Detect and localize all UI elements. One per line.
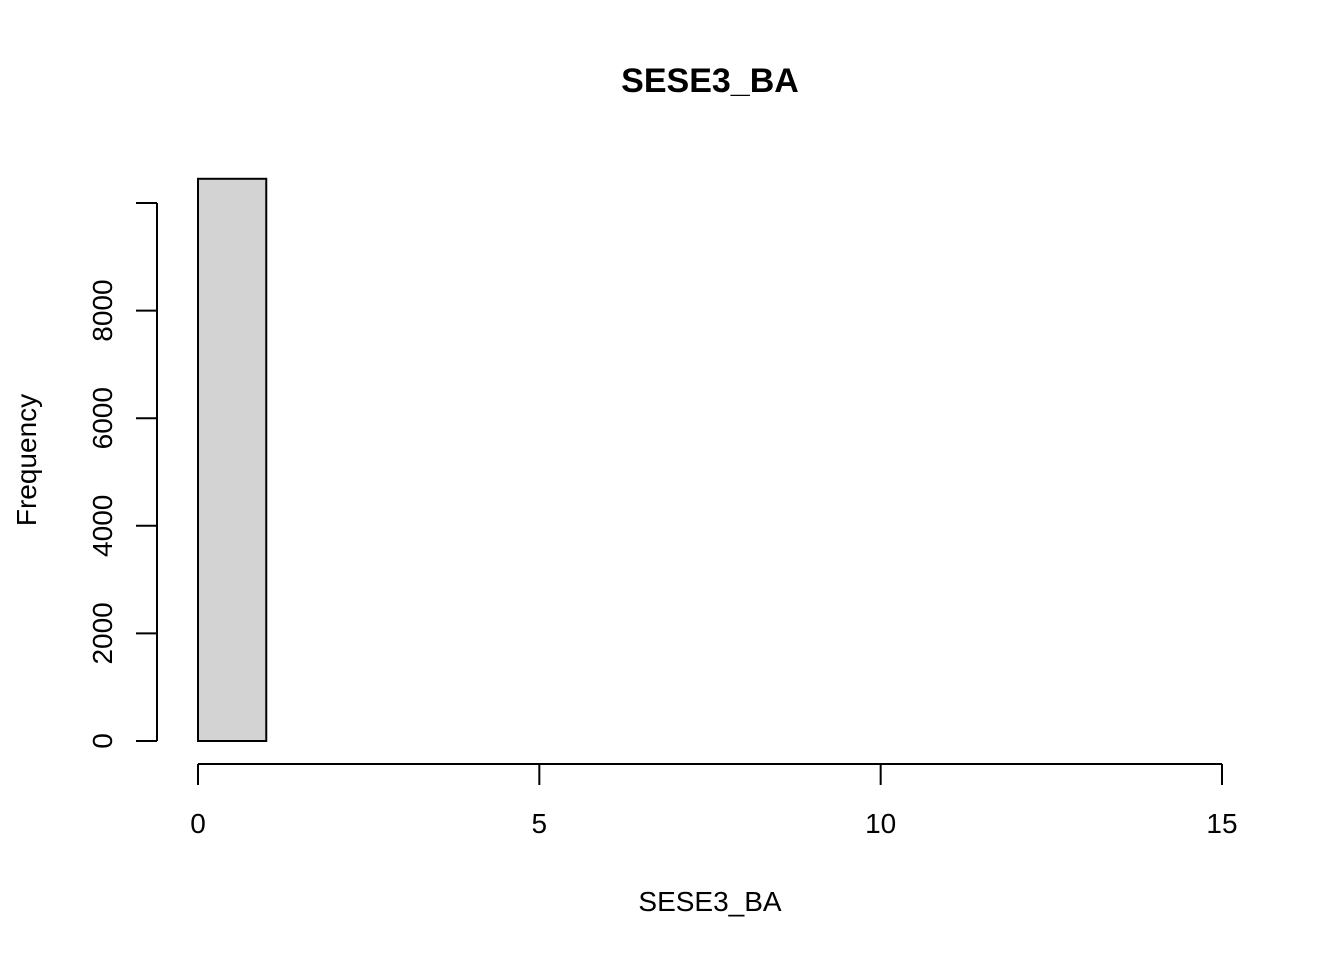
y-axis-label: Frequency <box>11 394 42 526</box>
histogram-bars <box>197 177 268 743</box>
y-tick-label: 6000 <box>87 387 118 449</box>
x-axis: 0 5 10 15 <box>190 763 1238 839</box>
x-axis-label: SESE3_BA <box>638 886 782 917</box>
y-tick-label: 8000 <box>87 279 118 341</box>
y-tick-label: 4000 <box>87 495 118 557</box>
x-tick-label: 10 <box>865 808 896 839</box>
chart-title: SESE3_BA <box>621 62 799 100</box>
y-tick-label: 0 <box>87 733 118 749</box>
histogram-bar <box>197 177 268 743</box>
x-tick-label: 0 <box>190 808 206 839</box>
y-axis: 0 2000 4000 6000 8000 <box>87 202 158 749</box>
y-tick-label: 2000 <box>87 602 118 664</box>
x-tick-label: 5 <box>532 808 548 839</box>
x-tick-label: 15 <box>1206 808 1237 839</box>
